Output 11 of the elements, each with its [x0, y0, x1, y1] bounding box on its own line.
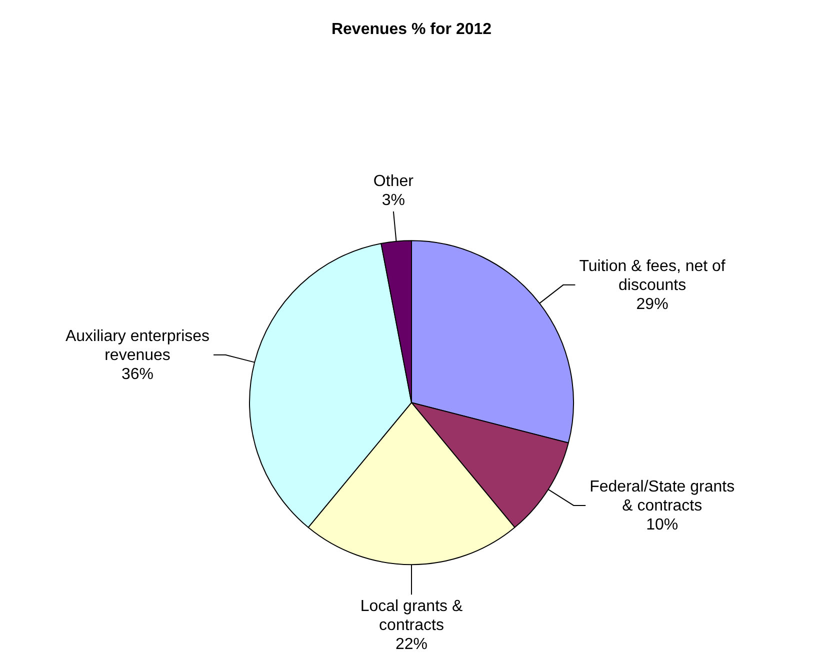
slice-label: Other: [373, 172, 414, 190]
slice-label: Tuition & fees, net of discounts: [579, 258, 726, 294]
data-label: 3%: [382, 192, 405, 209]
slice-label: Local grants & contracts: [360, 598, 463, 634]
chart-title: Revenues % for 2012: [331, 21, 492, 38]
data-label: 10%: [646, 516, 678, 534]
data-label: 29%: [636, 296, 668, 313]
data-label: 22%: [395, 636, 428, 654]
slice-label: Federal/State grants & contracts: [590, 478, 735, 514]
slice-label: Auxiliary enterprises revenues: [65, 328, 210, 364]
data-label: 36%: [121, 366, 154, 383]
